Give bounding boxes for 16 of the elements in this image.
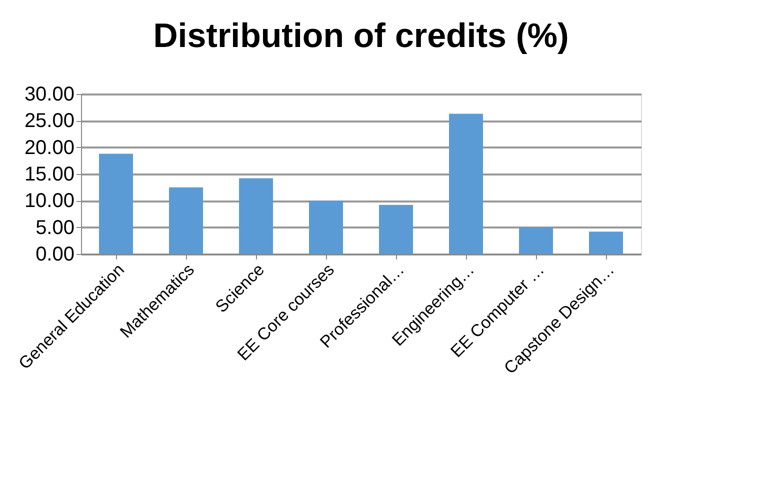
y-tick-label: 0.00 xyxy=(36,244,74,266)
bar xyxy=(169,187,203,254)
bar xyxy=(239,178,273,254)
y-tick-label: 10.00 xyxy=(24,190,74,212)
chart-title: Distribution of credits (%) xyxy=(153,17,569,55)
bar xyxy=(449,114,483,254)
y-tick-label: 30.00 xyxy=(24,84,74,106)
bar xyxy=(309,200,343,254)
y-tick-label: 15.00 xyxy=(24,164,74,186)
y-tick-label: 20.00 xyxy=(24,136,74,159)
y-tick-label: 5.00 xyxy=(36,216,74,239)
bar xyxy=(99,154,133,254)
bar xyxy=(379,204,413,254)
bar xyxy=(589,232,623,254)
bar xyxy=(519,227,553,254)
y-tick-label: 25.00 xyxy=(24,110,74,132)
